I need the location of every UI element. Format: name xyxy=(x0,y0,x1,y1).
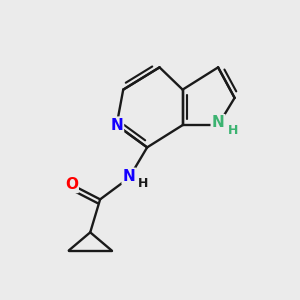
Text: H: H xyxy=(138,177,148,190)
Text: N: N xyxy=(123,169,135,184)
Text: N: N xyxy=(212,115,224,130)
Text: N: N xyxy=(110,118,123,133)
Text: O: O xyxy=(65,177,78,192)
Text: H: H xyxy=(228,124,238,137)
